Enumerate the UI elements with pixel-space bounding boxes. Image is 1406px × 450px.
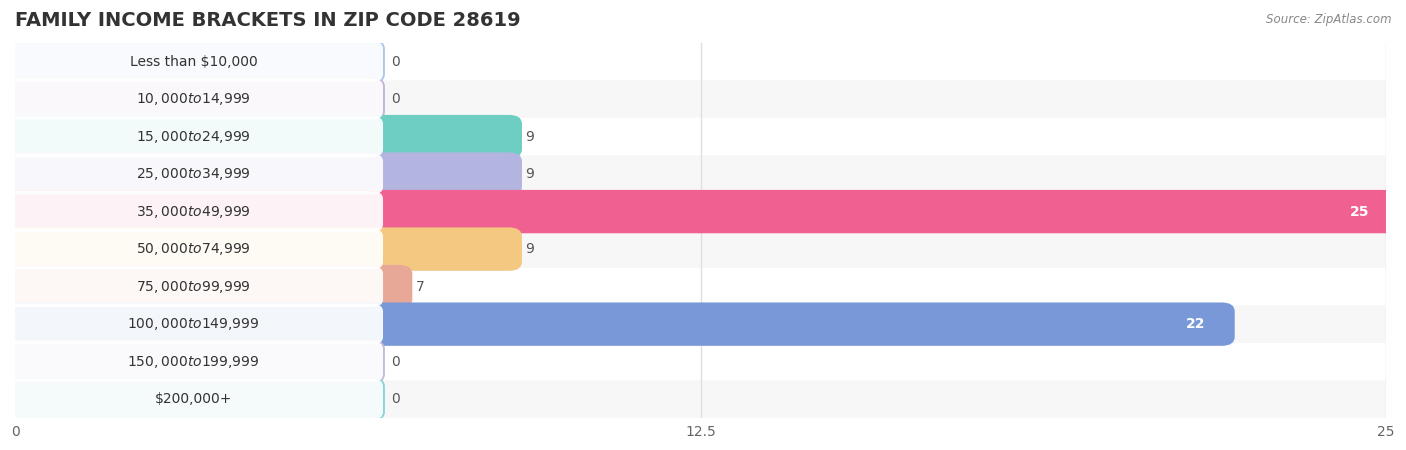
FancyBboxPatch shape	[15, 43, 1386, 80]
FancyBboxPatch shape	[4, 79, 382, 119]
Text: $35,000 to $49,999: $35,000 to $49,999	[136, 203, 252, 220]
FancyBboxPatch shape	[15, 80, 1386, 118]
FancyBboxPatch shape	[4, 266, 382, 307]
Text: $25,000 to $34,999: $25,000 to $34,999	[136, 166, 252, 182]
FancyBboxPatch shape	[4, 191, 382, 232]
Text: $10,000 to $14,999: $10,000 to $14,999	[136, 91, 252, 107]
Text: $150,000 to $199,999: $150,000 to $199,999	[128, 354, 260, 369]
FancyBboxPatch shape	[3, 40, 385, 83]
FancyBboxPatch shape	[15, 193, 1386, 230]
FancyBboxPatch shape	[3, 340, 385, 383]
Text: 0: 0	[391, 54, 399, 68]
Text: 0: 0	[391, 355, 399, 369]
Text: $75,000 to $99,999: $75,000 to $99,999	[136, 279, 252, 295]
FancyBboxPatch shape	[15, 343, 1386, 380]
FancyBboxPatch shape	[15, 230, 1386, 268]
Text: $50,000 to $74,999: $50,000 to $74,999	[136, 241, 252, 257]
Text: 0: 0	[391, 392, 399, 406]
Text: 7: 7	[416, 279, 425, 294]
Text: Less than $10,000: Less than $10,000	[129, 54, 257, 68]
Text: $200,000+: $200,000+	[155, 392, 232, 406]
Text: 9: 9	[526, 167, 534, 181]
FancyBboxPatch shape	[4, 379, 382, 419]
FancyBboxPatch shape	[15, 118, 1386, 155]
FancyBboxPatch shape	[3, 153, 522, 196]
Text: $15,000 to $24,999: $15,000 to $24,999	[136, 129, 252, 144]
FancyBboxPatch shape	[15, 306, 1386, 343]
Text: Source: ZipAtlas.com: Source: ZipAtlas.com	[1267, 14, 1392, 27]
FancyBboxPatch shape	[3, 77, 385, 121]
FancyBboxPatch shape	[3, 265, 412, 308]
Text: 9: 9	[526, 130, 534, 144]
FancyBboxPatch shape	[4, 154, 382, 194]
FancyBboxPatch shape	[4, 116, 382, 157]
Text: $100,000 to $149,999: $100,000 to $149,999	[128, 316, 260, 332]
FancyBboxPatch shape	[4, 341, 382, 382]
Text: 9: 9	[526, 242, 534, 256]
FancyBboxPatch shape	[15, 268, 1386, 306]
Text: 0: 0	[391, 92, 399, 106]
FancyBboxPatch shape	[4, 229, 382, 270]
Text: 25: 25	[1350, 205, 1369, 219]
Text: FAMILY INCOME BRACKETS IN ZIP CODE 28619: FAMILY INCOME BRACKETS IN ZIP CODE 28619	[15, 11, 522, 30]
FancyBboxPatch shape	[4, 304, 382, 345]
FancyBboxPatch shape	[3, 227, 522, 271]
FancyBboxPatch shape	[3, 115, 522, 158]
FancyBboxPatch shape	[15, 380, 1386, 418]
FancyBboxPatch shape	[3, 378, 385, 421]
FancyBboxPatch shape	[3, 302, 1234, 346]
FancyBboxPatch shape	[4, 41, 382, 82]
FancyBboxPatch shape	[3, 190, 1399, 233]
FancyBboxPatch shape	[15, 155, 1386, 193]
Text: 22: 22	[1185, 317, 1205, 331]
